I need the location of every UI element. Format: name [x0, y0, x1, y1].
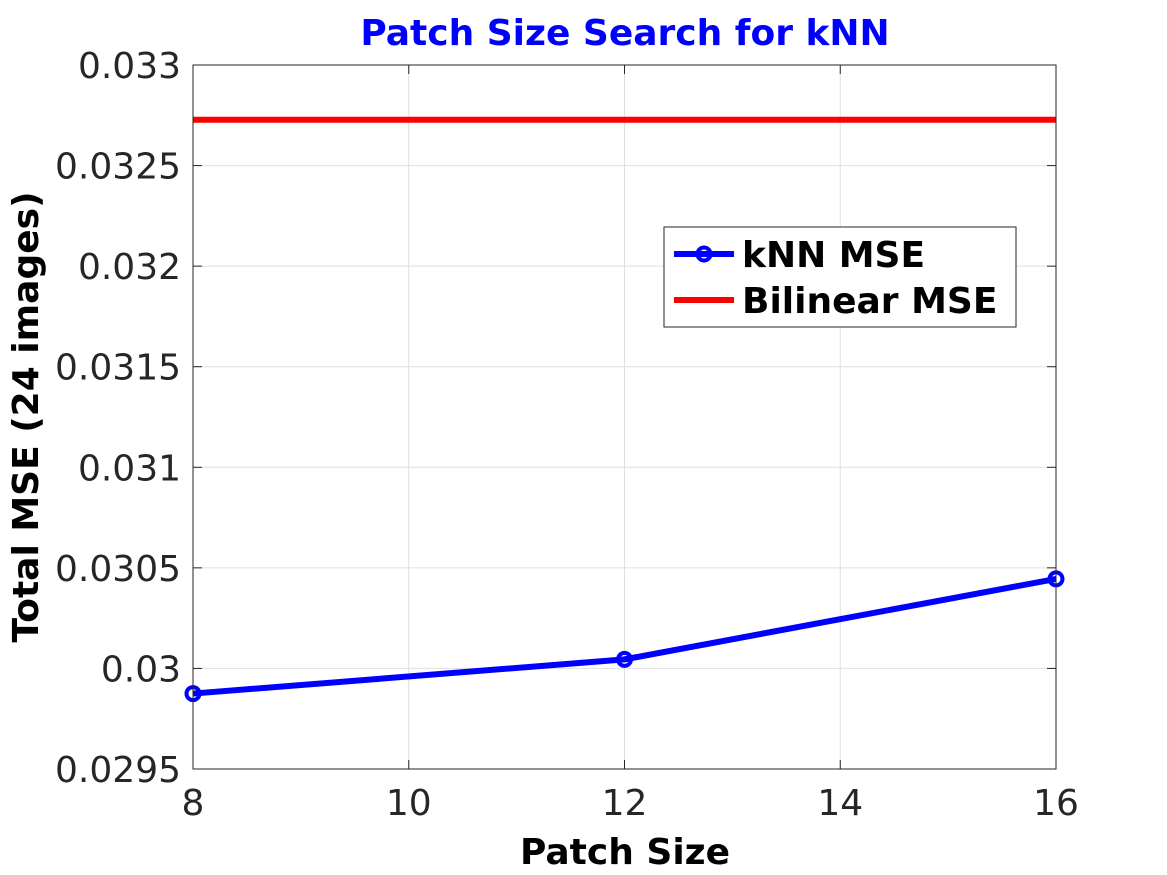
- legend: kNN MSE Bilinear MSE: [663, 226, 1017, 328]
- legend-box: [663, 226, 1017, 328]
- legend-label: kNN MSE: [742, 235, 925, 276]
- x-tick-label: 10: [386, 783, 432, 824]
- data-point: [616, 650, 633, 668]
- x-axis-label: Patch Size: [520, 832, 730, 873]
- y-tick-label: 0.0315: [55, 348, 181, 389]
- y-tick-label: 0.031: [78, 448, 181, 489]
- y-tick-label: 0.033: [78, 46, 181, 87]
- y-axis-label: Total MSE (24 images): [6, 191, 47, 642]
- legend-marker: [695, 245, 713, 263]
- legend-label: Bilinear MSE: [742, 281, 997, 322]
- y-tick-label: 0.0325: [55, 147, 181, 188]
- plot-series: [184, 116, 1065, 703]
- y-tick-label: 0.0305: [55, 549, 181, 590]
- chart-title: Patch Size Search for kNN: [360, 13, 889, 54]
- x-tick-label: 14: [817, 783, 863, 824]
- y-tick-label: 0.03: [101, 649, 181, 690]
- axis-ticks: [192, 64, 1057, 770]
- x-tick-label: 12: [602, 783, 648, 824]
- x-tick-label: 16: [1033, 783, 1079, 824]
- series-line-knn-mse: [192, 575, 1057, 697]
- y-tick-label: 0.0295: [55, 750, 181, 791]
- tick-labels: 8 10 12 14 16 0.0295 0.03 0.0305 0.031 0.0315 0.03…: [55, 46, 1079, 824]
- grid: [192, 64, 1057, 770]
- y-tick-label: 0.032: [78, 247, 181, 288]
- x-tick-label: 8: [182, 783, 205, 824]
